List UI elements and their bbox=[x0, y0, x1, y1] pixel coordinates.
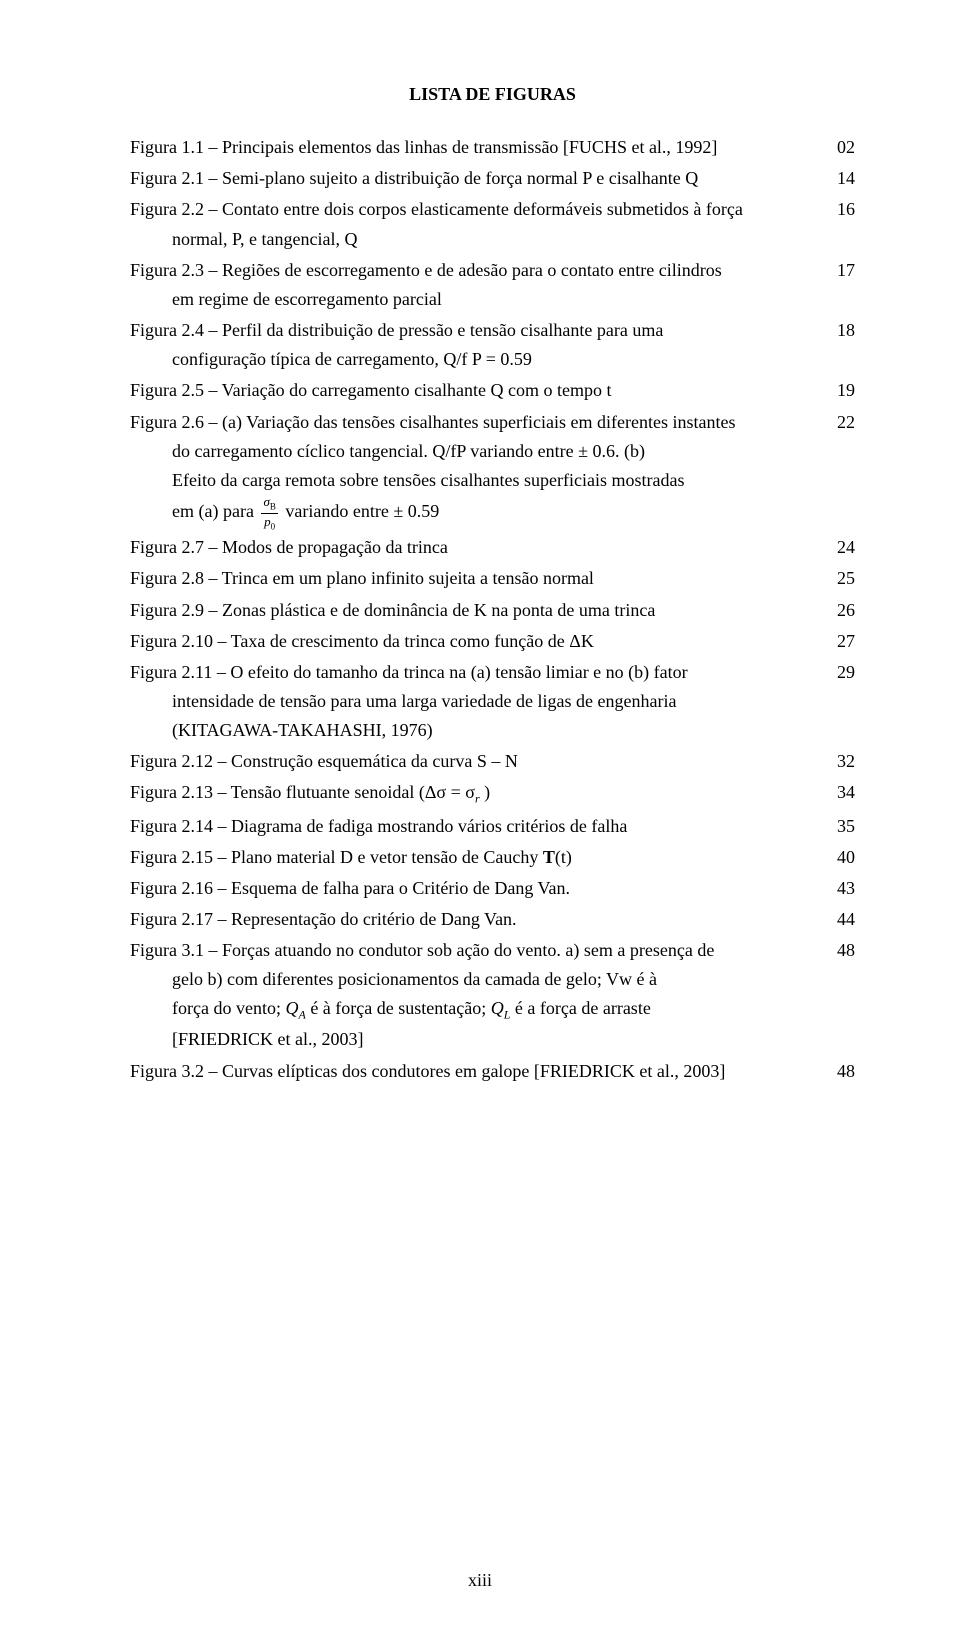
figure-text: Figura 2.8 – Trinca em um plano infinito… bbox=[130, 564, 827, 593]
figure-entry: Figura 2.17 – Representação do critério … bbox=[130, 905, 855, 934]
figure-first-line: Figura 2.3 – Regiões de escorregamento e… bbox=[130, 260, 722, 280]
figure-cont-line: normal, P, e tangencial, Q bbox=[130, 225, 813, 254]
figure-first-line: Figura 2.8 – Trinca em um plano infinito… bbox=[130, 568, 594, 588]
figure-entry: Figura 2.2 – Contato entre dois corpos e… bbox=[130, 195, 855, 253]
figure-page-number: 14 bbox=[827, 164, 855, 193]
figure-text: Figura 2.4 – Perfil da distribuição de p… bbox=[130, 316, 827, 374]
figure-first-line: Figura 2.9 – Zonas plástica e de dominân… bbox=[130, 600, 655, 620]
figure-first-line: Figura 3.1 – Forças atuando no condutor … bbox=[130, 940, 714, 960]
figure-first-line: Figura 2.4 – Perfil da distribuição de p… bbox=[130, 320, 663, 340]
figure-page-number: 02 bbox=[827, 133, 855, 162]
figure-page-number: 22 bbox=[827, 408, 855, 437]
figure-cont-line: do carregamento cíclico tangencial. Q/fP… bbox=[130, 437, 813, 466]
figure-first-line: Figura 2.16 – Esquema de falha para o Cr… bbox=[130, 878, 570, 898]
figure-first-line: Figura 2.5 – Variação do carregamento ci… bbox=[130, 380, 612, 400]
figure-text: Figura 2.1 – Semi-plano sujeito a distri… bbox=[130, 164, 827, 193]
figure-page-number: 43 bbox=[827, 874, 855, 903]
figure-text: Figura 2.6 – (a) Variação das tensões ci… bbox=[130, 408, 827, 532]
figure-page-number: 40 bbox=[827, 843, 855, 872]
figure-page-number: 25 bbox=[827, 564, 855, 593]
figure-text: Figura 2.9 – Zonas plástica e de dominân… bbox=[130, 596, 827, 625]
figure-text: Figura 3.2 – Curvas elípticas dos condut… bbox=[130, 1057, 827, 1086]
figure-text: Figura 2.7 – Modos de propagação da trin… bbox=[130, 533, 827, 562]
figure-entry: Figura 2.9 – Zonas plástica e de dominân… bbox=[130, 596, 855, 625]
figure-page-number: 26 bbox=[827, 596, 855, 625]
figure-entry: Figura 2.5 – Variação do carregamento ci… bbox=[130, 376, 855, 405]
figure-entry: Figura 1.1 – Principais elementos das li… bbox=[130, 133, 855, 162]
figure-text: Figura 2.15 – Plano material D e vetor t… bbox=[130, 843, 827, 872]
figure-cont-line: em (a) para σBp0 variando entre ± 0.59 bbox=[130, 495, 813, 531]
figure-first-line: Figura 2.7 – Modos de propagação da trin… bbox=[130, 537, 448, 557]
figure-cont-line: [FRIEDRICK et al., 2003] bbox=[130, 1025, 813, 1054]
figure-page-number: 27 bbox=[827, 627, 855, 656]
figure-entry: Figura 2.12 – Construção esquemática da … bbox=[130, 747, 855, 776]
figure-text: Figura 2.3 – Regiões de escorregamento e… bbox=[130, 256, 827, 314]
figure-first-line: Figura 1.1 – Principais elementos das li… bbox=[130, 137, 717, 157]
figure-cont-line: (KITAGAWA-TAKAHASHI, 1976) bbox=[130, 716, 813, 745]
figure-page-number: 34 bbox=[827, 778, 855, 807]
page-title: LISTA DE FIGURAS bbox=[130, 80, 855, 109]
figure-page-number: 35 bbox=[827, 812, 855, 841]
figure-first-line: Figura 2.15 – Plano material D e vetor t… bbox=[130, 847, 572, 867]
figure-entry: Figura 2.3 – Regiões de escorregamento e… bbox=[130, 256, 855, 314]
figure-first-line: Figura 2.17 – Representação do critério … bbox=[130, 909, 517, 929]
figure-cont-line: em regime de escorregamento parcial bbox=[130, 285, 813, 314]
figure-page-number: 44 bbox=[827, 905, 855, 934]
figure-first-line: Figura 2.12 – Construção esquemática da … bbox=[130, 751, 518, 771]
figure-text: Figura 2.14 – Diagrama de fadiga mostran… bbox=[130, 812, 827, 841]
figure-cont-line: configuração típica de carregamento, Q/f… bbox=[130, 345, 813, 374]
figure-first-line: Figura 2.11 – O efeito do tamanho da tri… bbox=[130, 662, 688, 682]
figure-entry: Figura 3.2 – Curvas elípticas dos condut… bbox=[130, 1057, 855, 1086]
figure-first-line: Figura 3.2 – Curvas elípticas dos condut… bbox=[130, 1061, 725, 1081]
figure-entry: Figura 2.10 – Taxa de crescimento da tri… bbox=[130, 627, 855, 656]
figure-page-number: 16 bbox=[827, 195, 855, 224]
figure-page-number: 18 bbox=[827, 316, 855, 345]
figure-text: Figura 2.11 – O efeito do tamanho da tri… bbox=[130, 658, 827, 745]
figure-entry: Figura 2.1 – Semi-plano sujeito a distri… bbox=[130, 164, 855, 193]
figure-first-line: Figura 2.10 – Taxa de crescimento da tri… bbox=[130, 631, 594, 651]
figure-text: Figura 1.1 – Principais elementos das li… bbox=[130, 133, 827, 162]
figure-page-number: 29 bbox=[827, 658, 855, 687]
figure-cont-line: gelo b) com diferentes posicionamentos d… bbox=[130, 965, 813, 994]
figure-cont-line: intensidade de tensão para uma larga var… bbox=[130, 687, 813, 716]
figure-cont-line: força do vento; QA é à força de sustenta… bbox=[130, 994, 813, 1025]
figure-entry: Figura 2.15 – Plano material D e vetor t… bbox=[130, 843, 855, 872]
figure-page-number: 48 bbox=[827, 1057, 855, 1086]
figure-page-number: 24 bbox=[827, 533, 855, 562]
figure-text: Figura 2.2 – Contato entre dois corpos e… bbox=[130, 195, 827, 253]
figure-entry: Figura 2.16 – Esquema de falha para o Cr… bbox=[130, 874, 855, 903]
figure-first-line: Figura 2.6 – (a) Variação das tensões ci… bbox=[130, 412, 735, 432]
figure-cont-line: Efeito da carga remota sobre tensões cis… bbox=[130, 466, 813, 495]
figure-list: Figura 1.1 – Principais elementos das li… bbox=[130, 133, 855, 1086]
figure-first-line: Figura 2.13 – Tensão flutuante senoidal … bbox=[130, 782, 490, 802]
figure-text: Figura 2.10 – Taxa de crescimento da tri… bbox=[130, 627, 827, 656]
figure-entry: Figura 2.4 – Perfil da distribuição de p… bbox=[130, 316, 855, 374]
figure-entry: Figura 3.1 – Forças atuando no condutor … bbox=[130, 936, 855, 1055]
figure-first-line: Figura 2.14 – Diagrama de fadiga mostran… bbox=[130, 816, 627, 836]
figure-text: Figura 2.12 – Construção esquemática da … bbox=[130, 747, 827, 776]
figure-page-number: 17 bbox=[827, 256, 855, 285]
page-number-footer: xiii bbox=[0, 1566, 960, 1595]
figure-text: Figura 3.1 – Forças atuando no condutor … bbox=[130, 936, 827, 1055]
figure-entry: Figura 2.8 – Trinca em um plano infinito… bbox=[130, 564, 855, 593]
figure-first-line: Figura 2.1 – Semi-plano sujeito a distri… bbox=[130, 168, 698, 188]
figure-first-line: Figura 2.2 – Contato entre dois corpos e… bbox=[130, 199, 743, 219]
figure-entry: Figura 2.13 – Tensão flutuante senoidal … bbox=[130, 778, 855, 809]
figure-text: Figura 2.13 – Tensão flutuante senoidal … bbox=[130, 778, 827, 809]
figure-page-number: 19 bbox=[827, 376, 855, 405]
figure-entry: Figura 2.11 – O efeito do tamanho da tri… bbox=[130, 658, 855, 745]
figure-entry: Figura 2.14 – Diagrama de fadiga mostran… bbox=[130, 812, 855, 841]
figure-text: Figura 2.17 – Representação do critério … bbox=[130, 905, 827, 934]
figure-entry: Figura 2.7 – Modos de propagação da trin… bbox=[130, 533, 855, 562]
figure-text: Figura 2.16 – Esquema de falha para o Cr… bbox=[130, 874, 827, 903]
figure-page-number: 32 bbox=[827, 747, 855, 776]
figure-entry: Figura 2.6 – (a) Variação das tensões ci… bbox=[130, 408, 855, 532]
figure-text: Figura 2.5 – Variação do carregamento ci… bbox=[130, 376, 827, 405]
figure-page-number: 48 bbox=[827, 936, 855, 965]
